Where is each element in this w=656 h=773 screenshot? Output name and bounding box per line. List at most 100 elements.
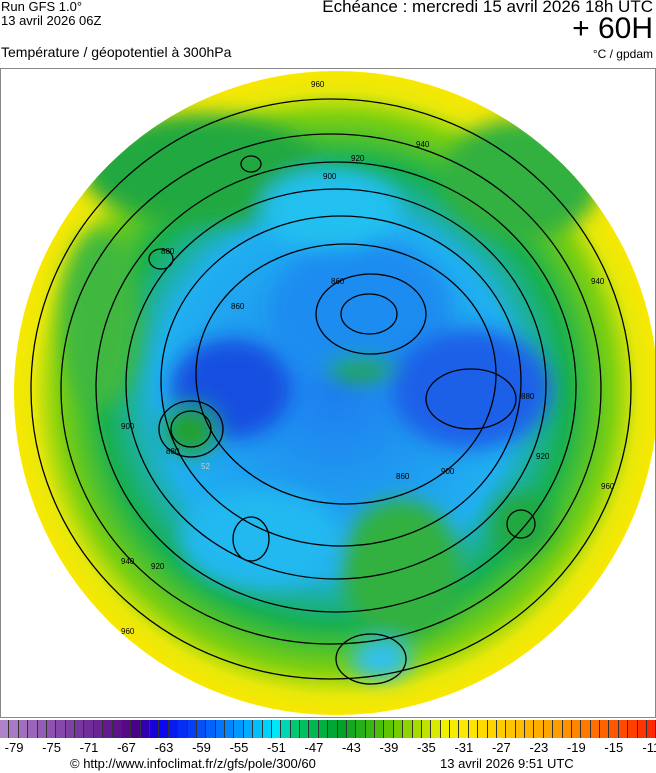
color-swatch xyxy=(487,720,497,738)
contour-label: 940 xyxy=(416,140,430,149)
color-swatch xyxy=(196,720,207,738)
source-url: © http://www.infoclimat.fr/z/gfs/pole/30… xyxy=(70,756,316,771)
color-swatch xyxy=(262,720,272,738)
color-swatch xyxy=(450,720,460,738)
color-swatch xyxy=(187,720,197,738)
color-swatch xyxy=(0,720,10,738)
contour-label: 880 xyxy=(161,247,175,256)
color-swatch xyxy=(37,720,47,738)
color-scale-tick: -11 xyxy=(642,740,656,755)
color-scale-tick: -71 xyxy=(79,740,99,755)
contour-label: 920 xyxy=(536,452,550,461)
color-swatch xyxy=(290,720,300,738)
color-swatch xyxy=(412,720,422,738)
run-date: 13 avril 2026 06Z xyxy=(1,13,102,28)
contour-label: 860 xyxy=(331,277,345,286)
color-scale-tick: -43 xyxy=(342,740,361,755)
geopotential-contours xyxy=(30,98,632,685)
color-scale-tick: -51 xyxy=(267,740,286,755)
color-swatch xyxy=(646,720,656,738)
color-swatch xyxy=(384,720,394,738)
polar-map: 960 940 920 900 880 860 860 880 900 920 … xyxy=(0,68,656,718)
color-swatch xyxy=(300,720,310,738)
color-swatch xyxy=(459,720,469,738)
color-scale-tick: -55 xyxy=(229,740,249,755)
color-swatch xyxy=(356,720,366,738)
color-swatch xyxy=(9,720,19,738)
color-swatch xyxy=(478,720,488,738)
color-swatch xyxy=(159,720,169,738)
color-swatch xyxy=(609,720,619,738)
parameter-title: Température / géopotentiel à 300hPa xyxy=(1,44,232,60)
color-swatch xyxy=(496,720,507,738)
color-scale-tick: -63 xyxy=(154,740,174,755)
color-swatch xyxy=(65,720,75,738)
color-swatch xyxy=(562,720,572,738)
color-swatch xyxy=(590,720,600,738)
color-swatch xyxy=(168,720,179,738)
color-swatch xyxy=(506,720,516,738)
color-swatch xyxy=(431,720,441,738)
color-scale-tick: -79 xyxy=(4,740,24,755)
color-swatch xyxy=(628,720,638,738)
color-swatch xyxy=(309,720,319,738)
color-scale-tick: -47 xyxy=(304,740,324,755)
color-swatch xyxy=(365,720,375,738)
run-label: Run GFS 1.0° xyxy=(1,0,83,14)
map-svg: 960 940 920 900 880 860 860 880 900 920 … xyxy=(14,71,655,715)
color-swatch xyxy=(178,720,188,738)
color-swatch xyxy=(112,720,122,738)
color-swatch xyxy=(46,720,57,738)
color-scale-tick: -15 xyxy=(604,740,624,755)
contour-label: 940 xyxy=(121,557,135,566)
contour-label: 880 xyxy=(166,447,180,456)
color-swatch xyxy=(637,720,647,738)
generation-time: 13 avril 2026 9:51 UTC xyxy=(440,756,574,771)
color-swatch xyxy=(103,720,113,738)
color-swatch xyxy=(468,720,479,738)
color-swatch xyxy=(253,720,263,738)
contour-label: 940 xyxy=(591,277,605,286)
color-scale-tick: -67 xyxy=(117,740,136,755)
color-scale-tick: -75 xyxy=(42,740,61,755)
color-swatch xyxy=(75,720,85,738)
isotherm-label: 52 xyxy=(201,462,210,471)
color-scale-tick: -35 xyxy=(416,740,436,755)
contour-label: 880 xyxy=(521,392,535,401)
contour-label: 920 xyxy=(151,562,165,571)
contour-label: 900 xyxy=(441,467,455,476)
color-swatch xyxy=(600,720,610,738)
contour-label: 860 xyxy=(396,472,410,481)
color-swatch xyxy=(271,720,282,738)
contour-labels: 960 940 920 900 880 860 860 880 900 920 … xyxy=(121,80,615,636)
color-swatch xyxy=(525,720,535,738)
color-swatch xyxy=(93,720,104,738)
contour-label: 960 xyxy=(121,627,135,636)
color-scale-tick: -39 xyxy=(379,740,399,755)
contour-label: 900 xyxy=(323,172,337,181)
color-swatch xyxy=(206,720,216,738)
color-swatch xyxy=(553,720,563,738)
color-scale xyxy=(0,720,656,738)
color-swatch xyxy=(581,720,591,738)
contour-label: 960 xyxy=(311,80,325,89)
color-swatch xyxy=(421,720,432,738)
color-swatch xyxy=(281,720,291,738)
forecast-valid-time: Echéance : mercredi 15 avril 2026 18h UT… xyxy=(322,0,653,16)
color-swatch xyxy=(515,720,525,738)
color-swatch xyxy=(225,720,235,738)
color-scale-ticks: -79 -75 -71 -67 -63 -59 -55 -51 -47 -43 -39 -35 -31 -… xyxy=(0,740,656,756)
color-swatch xyxy=(346,720,357,738)
color-swatch xyxy=(150,720,160,738)
color-swatch xyxy=(140,720,150,738)
color-swatch xyxy=(337,720,347,738)
color-swatch xyxy=(403,720,413,738)
color-swatch xyxy=(318,720,329,738)
contour-label: 920 xyxy=(351,154,365,163)
color-swatch xyxy=(618,720,629,738)
color-swatch xyxy=(543,720,554,738)
color-swatch xyxy=(84,720,94,738)
color-scale-tick: -31 xyxy=(454,740,474,755)
color-swatch xyxy=(243,720,254,738)
color-swatch xyxy=(440,720,450,738)
